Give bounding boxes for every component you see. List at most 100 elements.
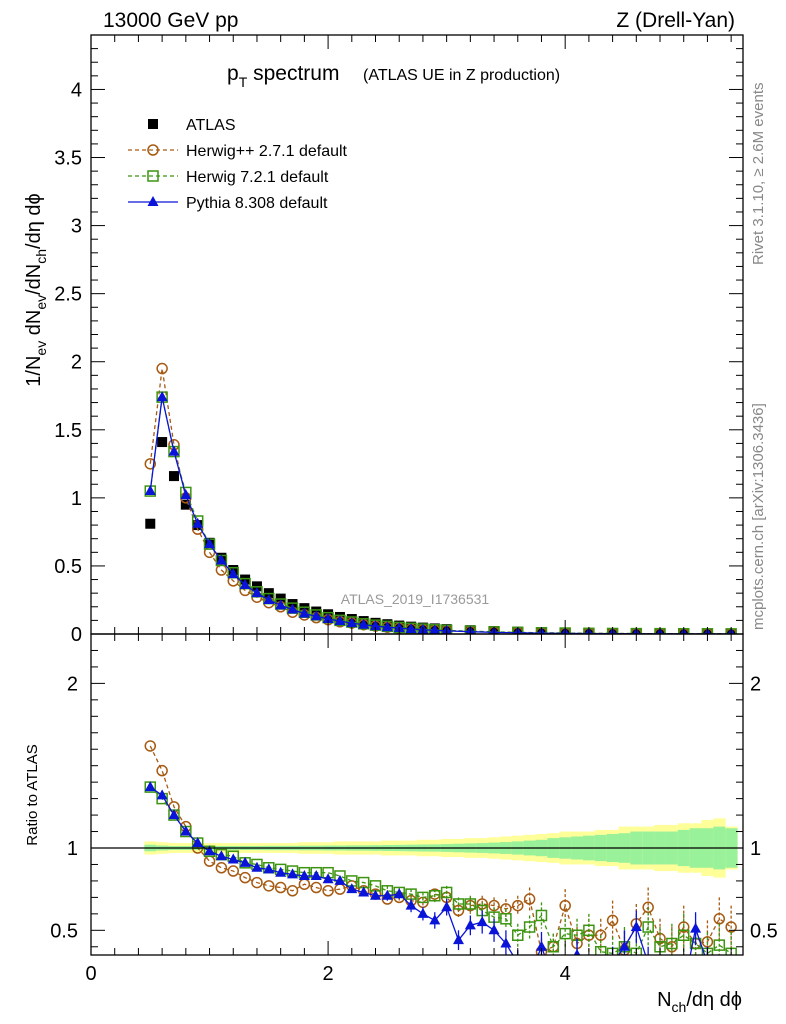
y-tick-label: 2.5 (54, 284, 82, 306)
ratio-point (180, 825, 192, 836)
y-axis-title-part: 1/N (23, 356, 45, 387)
ratio-point (192, 837, 204, 848)
ratio-point (488, 924, 500, 935)
legend-entry: Pythia 8.308 default (128, 195, 328, 212)
data-point (334, 615, 346, 626)
legend-label: Pythia 8.308 default (186, 195, 328, 212)
ratio-point (594, 945, 607, 955)
ratio-series-herwig-7-2-1-default (144, 781, 737, 955)
ratio-point (488, 899, 500, 912)
ratio-point (429, 889, 441, 902)
mcplots-label: mcplots.cern.ch [arXiv:1306.3436] (750, 403, 767, 630)
data-point (310, 610, 322, 621)
ratio-point (322, 873, 334, 884)
data-point (405, 622, 417, 633)
x-axis-title-main: N (657, 989, 671, 1011)
ratio-point (642, 921, 654, 933)
ratio-point (547, 941, 560, 953)
y-tick-label: 0 (71, 624, 82, 646)
x-axis-title-sub: ch (672, 999, 687, 1015)
legend-label: Herwig 7.2.1 default (186, 169, 329, 186)
ratio-y-tick-label-right: 2 (750, 673, 761, 695)
ratio-point (298, 869, 310, 880)
y-tick-label: 0.5 (54, 556, 82, 578)
ratio-point (464, 898, 477, 910)
ratio-point (441, 901, 453, 912)
ratio-point (666, 937, 678, 950)
ratio-point (476, 916, 488, 927)
ratio-point (239, 871, 251, 884)
ratio-point (286, 885, 299, 897)
x-axis-title: Nch/dη dϕ (657, 989, 742, 1015)
ratio-line (149, 786, 732, 955)
data-point (156, 362, 168, 375)
data-point (192, 517, 204, 528)
ratio-point (393, 888, 405, 899)
series-atlas (145, 437, 737, 634)
ratio-point (287, 868, 299, 879)
rivet-label: Rivet 3.1.10, ≥ 2.6M events (750, 83, 767, 266)
ratio-point (666, 974, 677, 984)
ratio-point (713, 939, 726, 951)
legend-marker (147, 196, 159, 206)
ratio-point (607, 957, 618, 967)
data-point (180, 489, 192, 500)
plot-title-sub: T (239, 74, 248, 90)
top-panel-series (144, 362, 737, 634)
ratio-point (370, 889, 382, 900)
ratio-frame (90, 633, 744, 956)
data-point (358, 618, 370, 629)
y-tick-label: 3.5 (54, 148, 82, 170)
data-point (145, 518, 156, 529)
ratio-point (239, 856, 251, 867)
y-axis-title-part: ch (33, 249, 49, 264)
legend-label: ATLAS (186, 117, 236, 134)
series-pythia-8-308-default (144, 391, 735, 634)
data-point (144, 458, 157, 470)
ratio-point (524, 970, 535, 980)
y-axis-title-part: ev (33, 295, 49, 310)
legend-entry: ATLAS (148, 117, 236, 134)
ratio-point (251, 861, 263, 872)
y-axis-title-top: 1/Nev dNev/dNch/dη dϕ (23, 193, 49, 386)
ratio-point (452, 898, 465, 910)
ratio-line (149, 786, 706, 955)
y-axis-title-part: /dN (23, 264, 45, 295)
ratio-point (215, 850, 227, 861)
ratio-point (512, 929, 524, 941)
analysis-tag: ATLAS_2019_I1736531 (341, 591, 490, 607)
data-point (180, 499, 191, 510)
ratio-point (535, 909, 548, 922)
legend-entry: Herwig++ 2.7.1 default (128, 143, 348, 160)
ratio-point (274, 881, 287, 894)
ratio-point (512, 957, 523, 967)
y-tick-label: 4 (71, 79, 82, 101)
data-point (346, 617, 358, 628)
ratio-point (168, 809, 180, 820)
ratio-point (310, 869, 322, 880)
ratio-point (144, 740, 157, 752)
ratio-point (548, 974, 559, 984)
plot-title-rest: spectrum (247, 62, 339, 85)
ratio-point (263, 863, 275, 874)
ratio-point (618, 940, 630, 951)
ratio-point (630, 921, 642, 932)
ratio-point (310, 881, 322, 894)
data-point (429, 624, 441, 634)
ratio-y-tick-label: 1 (67, 838, 78, 860)
ratio-y-tick-label-right: 0.5 (750, 920, 778, 942)
ratio-point (156, 764, 168, 777)
ratio-series-pythia-8-308-default (144, 781, 713, 984)
ratio-point (334, 874, 346, 885)
ratio-point (559, 899, 571, 912)
data-point (156, 391, 168, 402)
ratio-point (452, 934, 464, 945)
y-tick-label: 1.5 (54, 420, 82, 442)
ratio-point (702, 957, 713, 967)
ratio-point (643, 957, 654, 967)
ratio-point (203, 855, 216, 867)
ratio-point (429, 914, 441, 925)
x-axis-title-rest: /dη dϕ (686, 989, 742, 1011)
x-tick-label: 2 (323, 963, 334, 985)
